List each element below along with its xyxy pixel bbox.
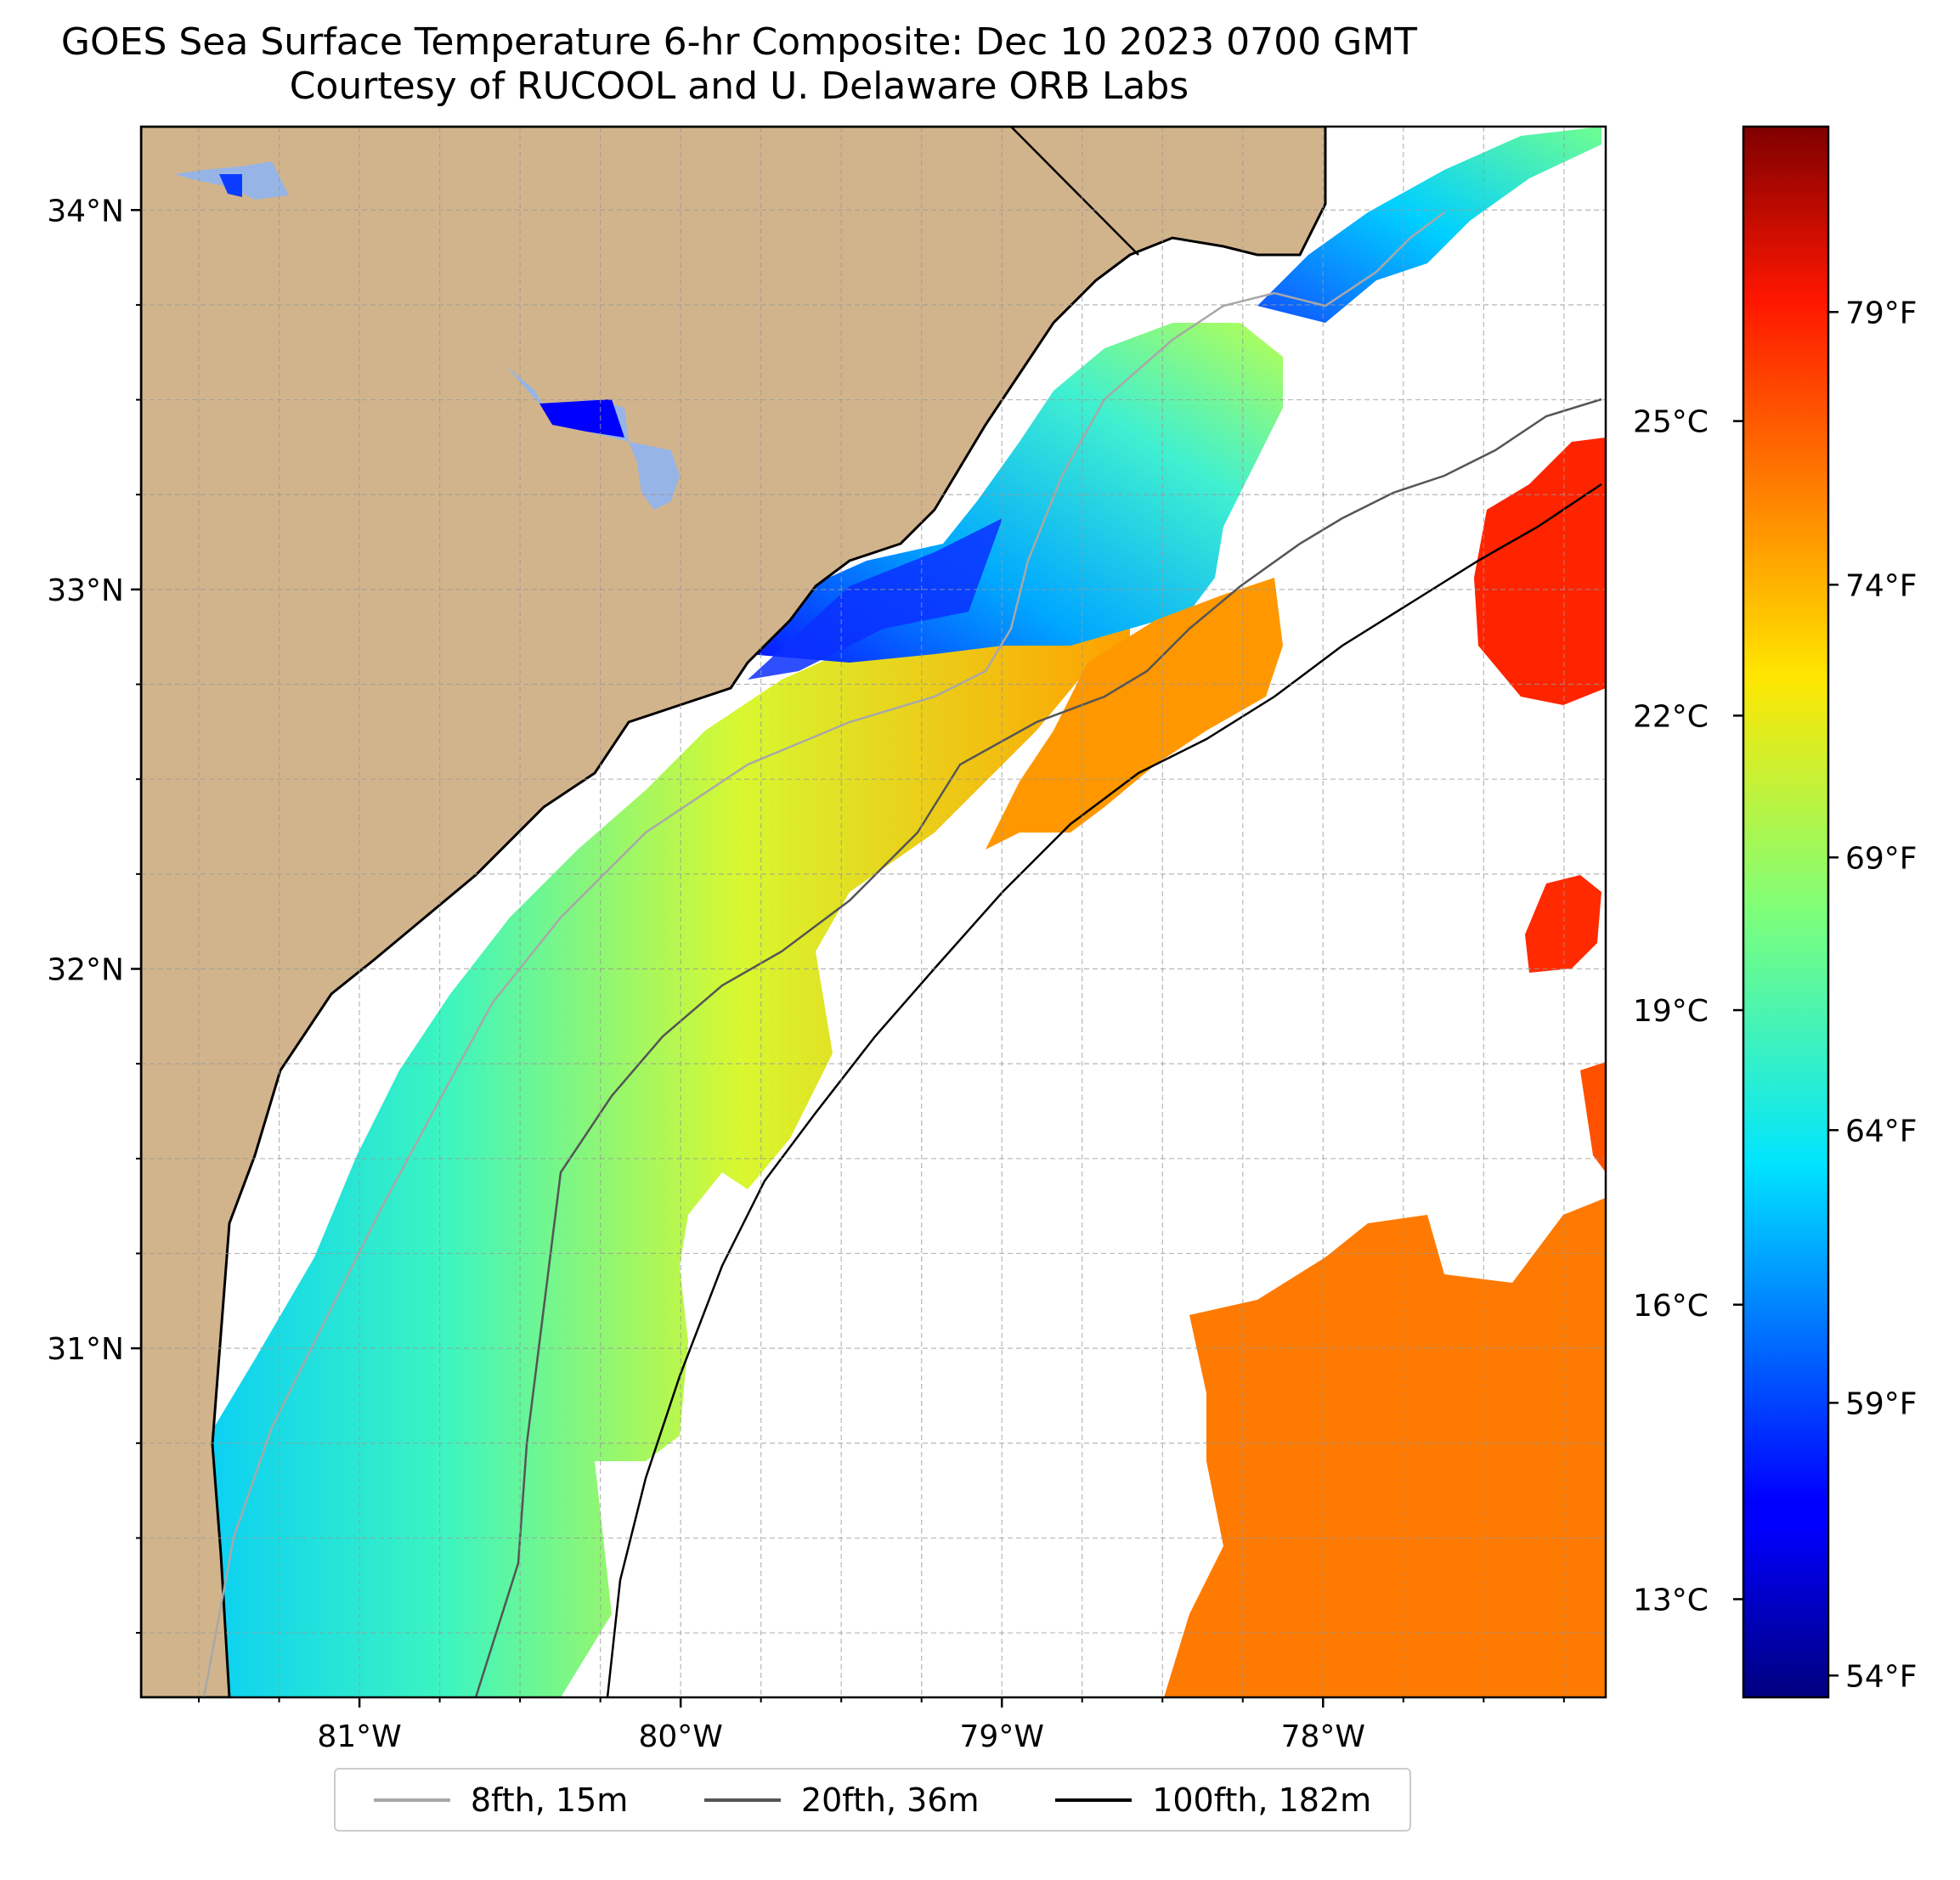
colorbar-fahrenheit-label: 64°F xyxy=(1845,1114,1918,1149)
colorbar-celsius-axis: 25°C 22°C 19°C 16°C 13°C xyxy=(1633,405,1743,1617)
colorbar xyxy=(1742,125,1830,1699)
lat-tick-label: 33°N xyxy=(47,573,124,608)
lon-tick-label: 80°W xyxy=(638,1719,722,1754)
lon-tick-label: 79°W xyxy=(960,1719,1044,1754)
state-border xyxy=(1010,127,1139,256)
legend-item-20fth: 20fth, 36m xyxy=(703,1781,980,1819)
sst-offshore-south xyxy=(1164,1198,1606,1697)
lake-marion-deep xyxy=(539,399,624,438)
legend-label-20fth: 20fth, 36m xyxy=(800,1781,980,1819)
lat-tick-label: 34°N xyxy=(47,194,124,229)
legend-line-8fth xyxy=(373,1798,450,1802)
lat-tick-label: 31°N xyxy=(47,1332,124,1367)
sst-offshore-south-edge xyxy=(1580,1062,1606,1172)
lon-tick-label: 78°W xyxy=(1281,1719,1365,1754)
sst-offshore-orange-east xyxy=(1474,438,1606,705)
colorbar-fahrenheit-label: 59°F xyxy=(1845,1386,1918,1421)
lake-moultrie xyxy=(629,442,680,510)
sst-shelf-south xyxy=(153,510,1130,1697)
contour-legend: 8fth, 15m 20fth, 36m 100fth, 182m xyxy=(334,1768,1411,1832)
contour-20fth xyxy=(474,398,1602,1697)
lake-north-deep xyxy=(219,174,242,197)
sst-offshore-orange-mid xyxy=(986,578,1283,850)
legend-item-8fth: 8fth, 15m xyxy=(373,1781,629,1819)
map-subtitle: Courtesy of RUCOOL and U. Delaware ORB L… xyxy=(289,65,1189,108)
colorbar-fahrenheit-label: 79°F xyxy=(1845,296,1918,330)
colorbar-celsius-label: 16°C xyxy=(1633,1289,1709,1324)
colorbar-fahrenheit-label: 74°F xyxy=(1845,568,1918,603)
sst-coast-band xyxy=(748,518,1003,680)
longitude-axis: 81°W 80°W 79°W 78°W xyxy=(198,1697,1565,1754)
map-frame xyxy=(139,125,1607,1699)
legend-label-100fth: 100fth, 182m xyxy=(1152,1781,1372,1819)
latitude-axis: 34°N 33°N 32°N 31°N xyxy=(47,194,141,1634)
colorbar-celsius-label: 13°C xyxy=(1633,1583,1709,1617)
legend-line-20fth xyxy=(703,1798,781,1802)
colorbar-celsius-label: 25°C xyxy=(1633,405,1709,440)
map-axes-content xyxy=(141,127,1606,1697)
legend-item-100fth: 100fth, 182m xyxy=(1055,1781,1371,1819)
legend-line-100fth xyxy=(1055,1798,1133,1802)
land-mainland xyxy=(141,127,1327,1697)
contour-100fth xyxy=(606,483,1602,1697)
map-title: GOES Sea Surface Temperature 6-hr Compos… xyxy=(60,20,1418,64)
map-gridlines xyxy=(141,127,1606,1697)
colorbar-fahrenheit-label: 54°F xyxy=(1845,1659,1918,1694)
lon-tick-label: 81°W xyxy=(317,1719,401,1754)
sst-offshore-red-patch xyxy=(1525,875,1601,973)
colorbar-celsius-label: 19°C xyxy=(1633,994,1709,1029)
colorbar-fahrenheit-axis: 79°F 74°F 69°F 64°F 59°F 54°F xyxy=(1828,296,1918,1694)
colorbar-fahrenheit-label: 69°F xyxy=(1845,841,1918,876)
lat-tick-label: 32°N xyxy=(47,952,124,987)
legend-label-8fth: 8fth, 15m xyxy=(470,1781,629,1819)
colorbar-celsius-label: 22°C xyxy=(1633,699,1709,734)
